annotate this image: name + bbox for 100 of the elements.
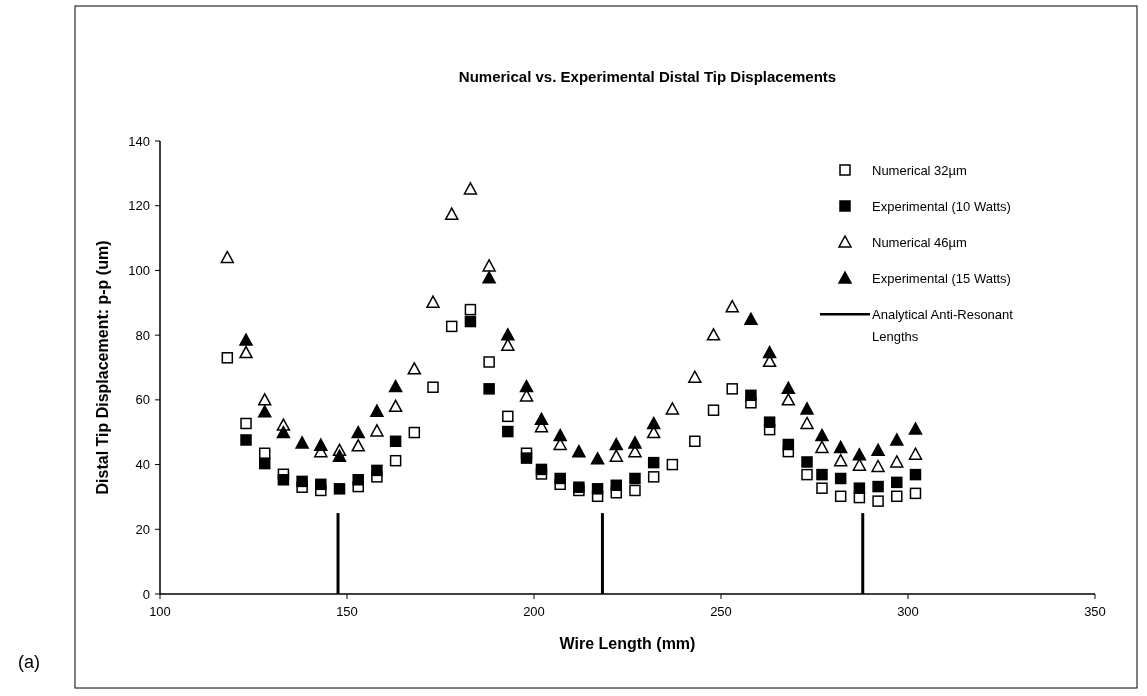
point: [388, 379, 403, 393]
point: [909, 468, 922, 481]
point: [871, 443, 885, 457]
point: [258, 457, 271, 470]
x-axis-title: Wire Length (mm): [559, 635, 696, 652]
text: (a): [18, 652, 40, 672]
point: [257, 405, 272, 418]
point: [553, 428, 567, 442]
point: [426, 295, 440, 308]
point: [277, 474, 290, 486]
point: [872, 480, 884, 493]
point: [408, 426, 421, 439]
point: [833, 453, 848, 467]
point: [816, 482, 828, 494]
point: [370, 404, 384, 417]
point: [762, 345, 777, 359]
point: [871, 459, 885, 473]
point: [908, 422, 923, 435]
point: [239, 345, 253, 359]
point: [519, 379, 534, 393]
y-tick-label: 0: [142, 586, 150, 602]
point: [745, 389, 757, 402]
y-tick-label: 140: [128, 133, 150, 149]
y-tick-label: 100: [128, 262, 150, 278]
point: [609, 449, 624, 462]
point: [782, 438, 795, 451]
point: [482, 271, 496, 284]
point: [610, 479, 623, 492]
point: [646, 416, 661, 430]
x-tick-label: 150: [336, 604, 358, 619]
point: [665, 402, 680, 415]
point: [725, 299, 739, 313]
point: [463, 182, 478, 195]
point: [314, 438, 328, 451]
point: [483, 383, 495, 395]
point: [276, 425, 291, 439]
point: [815, 440, 829, 454]
point: [891, 490, 903, 503]
point: [800, 402, 814, 415]
point: [315, 478, 327, 491]
point: [872, 495, 884, 507]
point: [257, 393, 272, 406]
point: [891, 476, 903, 489]
point: [801, 456, 813, 468]
legend-label: Experimental (15 Watts): [872, 270, 1011, 286]
x-tick-label: 200: [523, 604, 545, 619]
point: [389, 454, 402, 467]
point: [534, 412, 549, 426]
point: [351, 425, 365, 439]
point: [816, 468, 828, 481]
point: [801, 468, 813, 481]
point: [240, 417, 252, 430]
point: [890, 433, 904, 446]
point: [295, 436, 309, 449]
point: [444, 207, 459, 220]
point: [520, 452, 533, 464]
point: [666, 458, 679, 471]
point: [852, 448, 867, 461]
point: [502, 410, 514, 423]
y-tick-label: 40: [135, 457, 150, 473]
point: [296, 475, 308, 488]
point: [371, 464, 383, 477]
point: [815, 428, 829, 442]
y-tick-label: 80: [135, 327, 150, 343]
point: [744, 312, 758, 326]
point: [908, 447, 923, 460]
x-tick-label: 100: [149, 604, 171, 619]
point: [333, 483, 346, 495]
x-tick-label: 250: [710, 604, 732, 619]
point: [629, 472, 641, 485]
point: [502, 425, 514, 438]
point: [464, 303, 477, 316]
point: [501, 328, 515, 341]
point: [609, 437, 624, 451]
point: [407, 362, 422, 375]
point: [781, 381, 796, 394]
point: [833, 440, 848, 454]
point: [572, 444, 586, 458]
point: [221, 352, 234, 364]
point: [482, 259, 496, 272]
point: [220, 250, 235, 264]
point: [853, 482, 866, 494]
point: [726, 383, 738, 395]
point: [590, 452, 605, 465]
legend-label: Analytical Anti-Resonant Lengths: [872, 306, 1014, 344]
point: [445, 320, 458, 333]
y-tick-label: 20: [135, 521, 150, 537]
point: [370, 424, 384, 437]
point: [689, 435, 701, 448]
legend-label: Numerical 46µm: [872, 234, 967, 250]
point: [464, 315, 477, 328]
point: [834, 490, 847, 503]
point: [554, 472, 566, 485]
point: [781, 393, 796, 406]
legend-label: Experimental (10 Watts): [872, 198, 1011, 214]
y-tick-label: 60: [135, 392, 150, 408]
point: [629, 484, 641, 497]
point: [591, 483, 604, 495]
point: [427, 381, 439, 393]
point: [688, 370, 702, 383]
